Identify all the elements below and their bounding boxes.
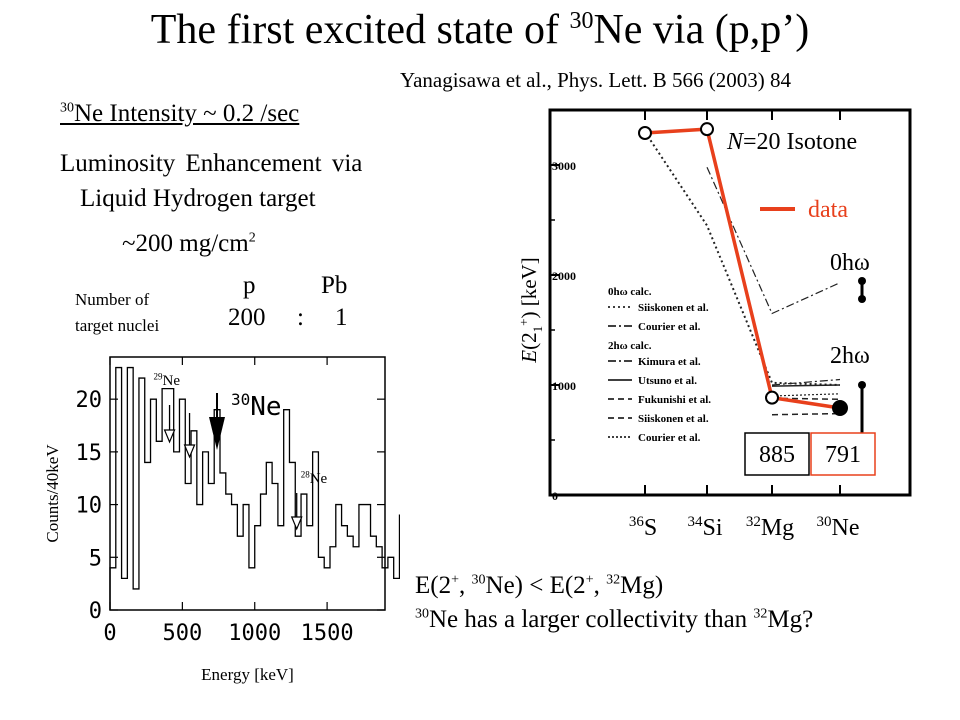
- conclusion-line1: E(2+, 30Ne) < E(2+, 32Mg): [415, 572, 664, 599]
- spectrum-ytick-label: 10: [76, 494, 103, 519]
- reference: Yanagisawa et al., Phys. Lett. B 566 (20…: [400, 68, 791, 92]
- spectrum-annotation-28ne: 28Ne: [301, 469, 328, 487]
- systematics-series-4: [771, 384, 841, 387]
- spectrum-chart: 0 5 10 15 20 0 500 1000 1500 Energy [keV] Counts/4…: [43, 356, 400, 684]
- spectrum-xlabel: Energy [keV]: [201, 665, 294, 684]
- legend-entry: Utsuno et al.: [638, 375, 697, 387]
- spectrum-annotation-30ne: 30Ne: [231, 390, 282, 422]
- spectrum-ytick-label: 0: [89, 599, 102, 624]
- systematics-series-3: [771, 378, 841, 386]
- legend-data-label: data: [808, 197, 848, 223]
- label-2hw: 2hω: [830, 343, 870, 369]
- systematics-series-7: [771, 393, 841, 397]
- spectrum-arrowhead-30ne: [209, 417, 225, 450]
- luminosity-line2: Liquid Hydrogen target: [80, 185, 316, 212]
- spectrum-xtick-label: 1500: [301, 621, 354, 646]
- systematics-category-32Mg: 32Mg: [746, 514, 794, 541]
- systematics-data-point: [765, 390, 779, 405]
- spectrum-histogram: [109, 366, 400, 610]
- systematics-data-point: [638, 125, 652, 140]
- spectrum-arrowhead-28ne: [290, 516, 303, 531]
- dot-2hw: [858, 381, 866, 389]
- ratio-head-p: p: [243, 272, 256, 299]
- spectrum-arrowhead: [183, 444, 196, 459]
- spectrum-ylabel: Counts/40keV: [43, 444, 62, 543]
- systematics-ytick-label: 1000: [552, 379, 576, 393]
- systematics-ytick-label: 3000: [552, 159, 576, 173]
- spectrum-annotation-29ne: 29Ne: [154, 371, 181, 389]
- dot-0hw: [858, 295, 866, 303]
- legend-entry: Fukunishi et al.: [638, 394, 711, 406]
- target-nuclei-label-1: Number of: [75, 290, 150, 309]
- ratio-head-pb: Pb: [321, 272, 348, 299]
- systematics-ytick-label: 0: [552, 489, 558, 503]
- value-box-32mg: [744, 432, 810, 476]
- legend-title: N=20 Isotone: [726, 129, 857, 155]
- luminosity-line1: Luminosity Enhancement via: [60, 150, 363, 177]
- legend-group-header: 2hω calc.: [608, 340, 652, 352]
- systematics-series-1: [644, 131, 841, 386]
- legend-entry: Kimura et al.: [638, 356, 701, 368]
- spectrum-frame: [109, 356, 386, 611]
- ratio-val-pb: 1: [335, 304, 348, 331]
- ratio-val-p: 200: [228, 304, 266, 331]
- spectrum-xtick-label: 1000: [228, 621, 281, 646]
- page-title: The first excited state of 30Ne via (p,p…: [150, 7, 810, 53]
- systematics-category-36S: 36S: [629, 514, 657, 541]
- intensity-line: 30Ne Intensity ~ 0.2 /sec: [60, 100, 300, 127]
- spectrum-xtick-label: 500: [162, 621, 202, 646]
- systematics-data-line: [644, 127, 841, 410]
- spectrum-arrowhead: [163, 429, 176, 444]
- systematics-data-point: [700, 122, 714, 137]
- legend-entry: Courier et al.: [638, 321, 701, 333]
- systematics-frame: [548, 108, 912, 497]
- value-box-30ne: [810, 432, 876, 476]
- spectrum-xtick-label: 0: [103, 621, 116, 646]
- systematics-series-2: [706, 166, 841, 315]
- legend-entry: Siiskonen et al.: [638, 413, 709, 425]
- systematics-ylabel: E(21+) [keV]: [516, 257, 545, 363]
- spectrum-ytick-label: 15: [76, 441, 103, 466]
- legend-entry: Siiskonen et al.: [638, 302, 709, 314]
- systematics-data-point: [832, 399, 848, 416]
- ratio-sep: :: [297, 304, 304, 331]
- systematics-series-6: [771, 412, 841, 416]
- legend-entry: Courier et al.: [638, 432, 701, 444]
- systematics-ytick-label: 2000: [552, 269, 576, 283]
- value-label-32mg: 885: [759, 442, 795, 468]
- systematics-chart: 0 1000 2000 3000 36S 34Si 32Mg 30Ne E(21+) [keV]…: [516, 108, 912, 541]
- spectrum-ytick-label: 5: [89, 546, 102, 571]
- target-nuclei-label-2: target nuclei: [75, 316, 160, 335]
- conclusion-line2: 30Ne has a larger collectivity than 32Mg…: [415, 606, 814, 633]
- systematics-category-30Ne: 30Ne: [817, 514, 860, 541]
- systematics-category-34Si: 34Si: [687, 514, 722, 541]
- spectrum-ytick-label: 20: [76, 388, 103, 413]
- value-label-30ne: 791: [825, 442, 861, 468]
- label-0hw: 0hω: [830, 250, 870, 276]
- dot-0hw: [858, 277, 866, 285]
- legend-group-header: 0hω calc.: [608, 286, 652, 298]
- target-thickness: ~200 mg/cm2: [122, 230, 256, 257]
